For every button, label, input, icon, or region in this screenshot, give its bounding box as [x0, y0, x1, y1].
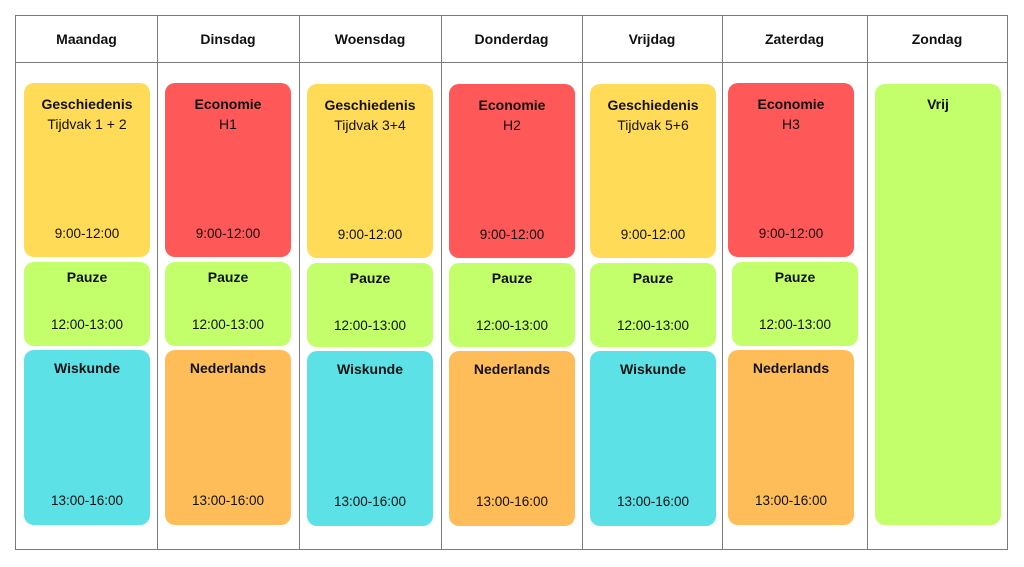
pause-block: Pauze 12:00-13:00	[24, 262, 150, 346]
afternoon-block: Wiskunde 13:00-16:00	[307, 351, 433, 526]
subject-label: Geschiedenis	[41, 96, 133, 112]
weekly-schedule: Maandag Dinsdag Woensdag Donderdag Vrijd…	[15, 15, 1008, 550]
subject-label: Wiskunde	[337, 361, 403, 377]
pause-label: Pauze	[774, 269, 816, 285]
subject-label: Economie	[194, 96, 262, 112]
subject-label: Nederlands	[752, 360, 830, 376]
time-label: 13:00-16:00	[191, 493, 265, 508]
pause-block: Pauze 12:00-13:00	[732, 262, 858, 346]
time-label: 13:00-16:00	[616, 494, 690, 509]
free-day-block: Vrij	[875, 84, 1001, 525]
free-day-label: Vrij	[927, 96, 949, 112]
pause-block: Pauze 12:00-13:00	[165, 262, 291, 346]
time-label: 9:00-12:00	[54, 226, 120, 241]
subject-label: Wiskunde	[54, 360, 120, 376]
afternoon-block: Nederlands 13:00-16:00	[165, 350, 291, 525]
day-header-maandag: Maandag	[56, 31, 117, 47]
time-label: 12:00-13:00	[758, 317, 832, 332]
pause-label: Pauze	[491, 270, 533, 286]
column-divider	[722, 16, 723, 549]
afternoon-block: Wiskunde 13:00-16:00	[24, 350, 150, 525]
morning-block: Geschiedenis Tijdvak 1 + 2 9:00-12:00	[24, 83, 150, 257]
day-header-woensdag: Woensdag	[334, 31, 406, 47]
time-label: 12:00-13:00	[475, 318, 549, 333]
subject-label: Nederlands	[189, 360, 267, 376]
afternoon-block: Nederlands 13:00-16:00	[449, 351, 575, 526]
header-divider	[16, 62, 1007, 63]
subject-label: Economie	[478, 97, 546, 113]
pause-block: Pauze 12:00-13:00	[449, 263, 575, 347]
subject-label: Wiskunde	[620, 361, 686, 377]
morning-block: Geschiedenis Tijdvak 3+4 9:00-12:00	[307, 84, 433, 258]
time-label: 12:00-13:00	[333, 318, 407, 333]
time-label: 13:00-16:00	[50, 493, 124, 508]
time-label: 12:00-13:00	[50, 317, 124, 332]
time-label: 9:00-12:00	[195, 226, 261, 241]
time-label: 13:00-16:00	[475, 494, 549, 509]
time-label: 12:00-13:00	[191, 317, 265, 332]
afternoon-block: Nederlands 13:00-16:00	[728, 350, 854, 525]
column-divider	[299, 16, 300, 549]
morning-block: Economie H3 9:00-12:00	[728, 83, 854, 257]
time-label: 9:00-12:00	[758, 226, 824, 241]
afternoon-block: Wiskunde 13:00-16:00	[590, 351, 716, 526]
time-label: 9:00-12:00	[479, 227, 545, 242]
subject-detail: H3	[782, 116, 800, 132]
time-label: 13:00-16:00	[754, 493, 828, 508]
pause-block: Pauze 12:00-13:00	[590, 263, 716, 347]
day-header-donderdag: Donderdag	[474, 31, 549, 47]
column-divider	[867, 16, 868, 549]
subject-label: Geschiedenis	[324, 97, 416, 113]
pause-label: Pauze	[66, 269, 108, 285]
morning-block: Economie H2 9:00-12:00	[449, 84, 575, 258]
subject-label: Geschiedenis	[607, 97, 699, 113]
subject-label: Nederlands	[473, 361, 551, 377]
morning-block: Economie H1 9:00-12:00	[165, 83, 291, 257]
time-label: 12:00-13:00	[616, 318, 690, 333]
pause-label: Pauze	[349, 270, 391, 286]
subject-detail: H1	[219, 116, 237, 132]
subject-detail: Tijdvak 1 + 2	[47, 116, 127, 132]
subject-detail: H2	[503, 117, 521, 133]
time-label: 9:00-12:00	[337, 227, 403, 242]
morning-block: Geschiedenis Tijdvak 5+6 9:00-12:00	[590, 84, 716, 258]
column-divider	[441, 16, 442, 549]
day-header-zaterdag: Zaterdag	[764, 31, 825, 47]
subject-label: Economie	[757, 96, 825, 112]
subject-detail: Tijdvak 5+6	[617, 117, 689, 133]
subject-detail: Tijdvak 3+4	[334, 117, 406, 133]
day-header-dinsdag: Dinsdag	[200, 31, 256, 47]
pause-label: Pauze	[632, 270, 674, 286]
column-divider	[582, 16, 583, 549]
time-label: 13:00-16:00	[333, 494, 407, 509]
time-label: 9:00-12:00	[620, 227, 686, 242]
column-divider	[157, 16, 158, 549]
day-header-zondag: Zondag	[911, 31, 963, 47]
day-header-vrijdag: Vrijdag	[628, 31, 676, 47]
pause-block: Pauze 12:00-13:00	[307, 263, 433, 347]
pause-label: Pauze	[207, 269, 249, 285]
